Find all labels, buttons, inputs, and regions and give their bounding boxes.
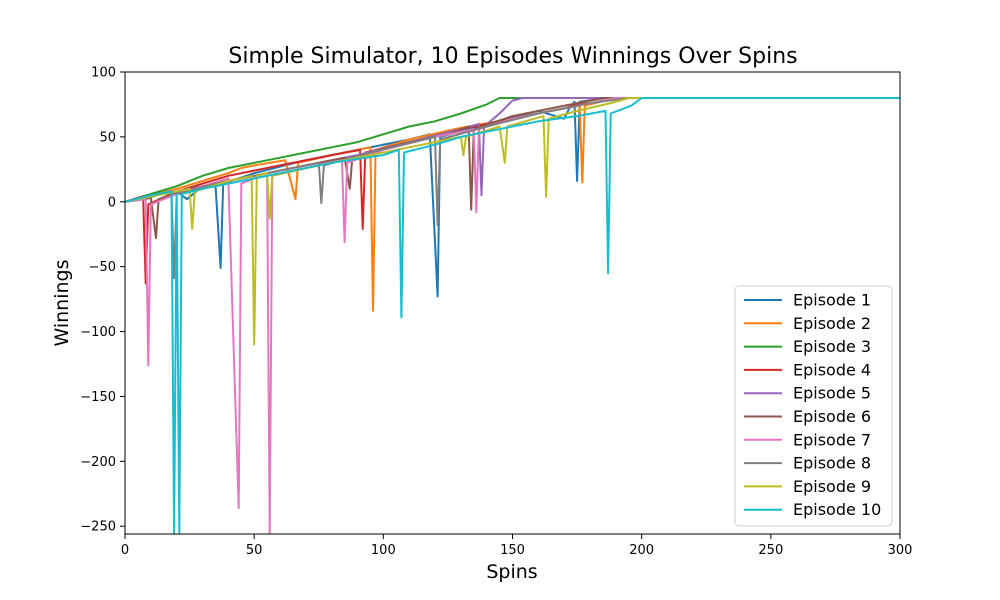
legend-item-episode-1: Episode 1 xyxy=(744,291,871,310)
y-tick-label: 50 xyxy=(99,130,116,145)
legend-label: Episode 4 xyxy=(793,360,871,379)
y-tick-label: 0 xyxy=(108,195,116,210)
legend-item-episode-9: Episode 9 xyxy=(744,477,871,496)
legend-item-episode-5: Episode 5 xyxy=(744,384,871,403)
y-tick-label: −50 xyxy=(89,260,116,275)
legend-label: Episode 8 xyxy=(793,454,871,473)
legend-label: Episode 5 xyxy=(793,384,871,403)
y-axis: 100 50 0 −50 −100 −150 −200 −250 xyxy=(80,66,125,535)
legend-label: Episode 10 xyxy=(793,500,881,519)
series-line-episode-3 xyxy=(125,97,900,203)
y-tick-label: −200 xyxy=(80,455,116,470)
y-tick-label: −250 xyxy=(80,520,116,535)
series-line-episode-10 xyxy=(125,97,900,534)
legend-label: Episode 6 xyxy=(793,407,871,426)
legend-label: Episode 2 xyxy=(793,314,871,333)
x-axis: 0 50 100 150 200 250 300 xyxy=(121,534,913,558)
legend-item-episode-3: Episode 3 xyxy=(744,337,871,356)
x-tick-label: 250 xyxy=(758,543,783,558)
legend-item-episode-7: Episode 7 xyxy=(744,430,871,449)
legend: Episode 1 Episode 2 Episode 3 Episode 4 Epis… xyxy=(734,285,893,527)
y-tick-label: 100 xyxy=(91,66,116,81)
x-tick-label: 50 xyxy=(246,543,263,558)
x-tick-label: 0 xyxy=(121,543,129,558)
legend-item-episode-6: Episode 6 xyxy=(744,407,871,426)
y-tick-label: −100 xyxy=(80,325,116,340)
chart-title: Simple Simulator, 10 Episodes Winnings O… xyxy=(228,44,797,69)
legend-item-episode-2: Episode 2 xyxy=(744,314,871,333)
x-tick-label: 200 xyxy=(629,543,654,558)
series-line-episode-2 xyxy=(125,97,900,312)
legend-label: Episode 9 xyxy=(793,477,871,496)
y-axis-label: Winnings xyxy=(51,259,73,346)
legend-item-episode-4: Episode 4 xyxy=(744,360,871,379)
x-axis-label: Spins xyxy=(486,561,537,583)
series-layer xyxy=(125,97,900,534)
legend-label: Episode 3 xyxy=(793,337,871,356)
x-tick-label: 300 xyxy=(888,543,913,558)
x-tick-label: 150 xyxy=(500,543,525,558)
legend-label: Episode 1 xyxy=(793,291,871,310)
legend-item-episode-10: Episode 10 xyxy=(744,500,881,519)
y-tick-label: −150 xyxy=(80,390,116,405)
x-tick-label: 100 xyxy=(371,543,396,558)
legend-item-episode-8: Episode 8 xyxy=(744,454,871,473)
legend-label: Episode 7 xyxy=(793,430,871,449)
